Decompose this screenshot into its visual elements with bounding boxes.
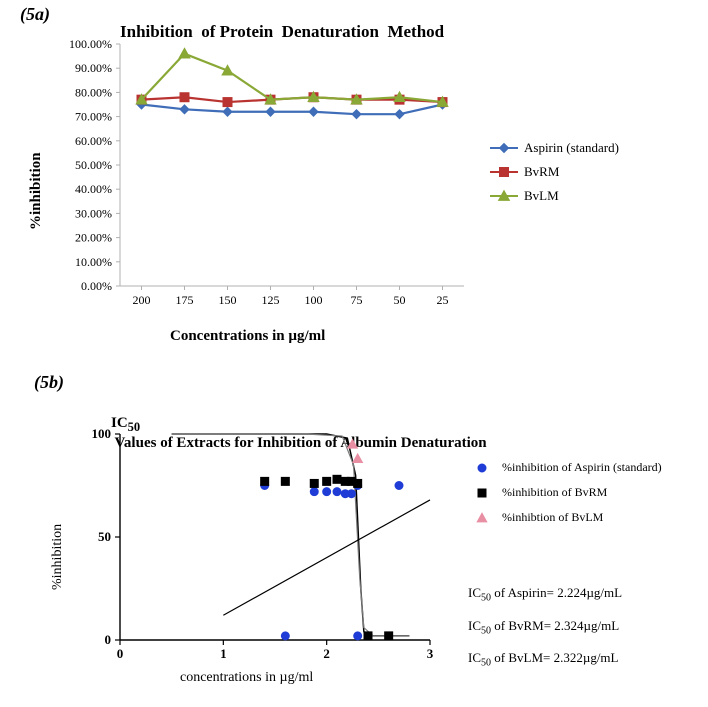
chart-5a: 0.00% 10.00% 20.00% 30.00% 40.00% 50.00% 60.00… <box>64 30 474 330</box>
svg-text:70.00%: 70.00% <box>75 110 112 124</box>
svg-text:100.00%: 100.00% <box>69 37 112 51</box>
legend-item: BvRM <box>490 164 619 180</box>
svg-text:0: 0 <box>105 632 112 647</box>
chart-5a-legend: Aspirin (standard) BvRM BvLM <box>490 140 619 204</box>
panel-5a-label: (5a) <box>20 4 50 25</box>
svg-text:50.00%: 50.00% <box>75 158 112 172</box>
ic50-value: IC50 of BvRM= 2.324µg/mL <box>468 618 622 637</box>
legend-item: %inhibtion of BvLM <box>468 510 662 525</box>
legend-swatch <box>468 486 496 500</box>
legend-item: BvLM <box>490 188 619 204</box>
ic50-value: IC50 of BvLM= 2.322µg/mL <box>468 650 622 669</box>
legend-item: Aspirin (standard) <box>490 140 619 156</box>
legend-label: BvLM <box>524 188 559 204</box>
svg-text:0.00%: 0.00% <box>81 279 112 293</box>
legend-swatch <box>490 165 518 179</box>
svg-text:0: 0 <box>117 646 124 661</box>
panel-5b-label: (5b) <box>34 372 64 393</box>
legend-swatch <box>468 461 496 475</box>
chart-5b-y-label: %inhibition <box>50 524 66 590</box>
svg-text:200: 200 <box>133 293 151 307</box>
svg-text:30.00%: 30.00% <box>75 206 112 220</box>
legend-label: Aspirin (standard) <box>524 140 619 156</box>
legend-label: %inhibtion of BvLM <box>502 510 603 525</box>
svg-text:90.00%: 90.00% <box>75 61 112 75</box>
svg-text:50: 50 <box>394 293 406 307</box>
svg-text:100: 100 <box>92 426 112 441</box>
chart-5a-x-label: Concentrations in µg/ml <box>170 328 325 345</box>
svg-text:150: 150 <box>219 293 237 307</box>
chart-5b-x-label: concentrations in µg/ml <box>180 670 313 686</box>
legend-item: %inhibition of Aspirin (standard) <box>468 460 662 475</box>
svg-text:20.00%: 20.00% <box>75 231 112 245</box>
legend-label: BvRM <box>524 164 559 180</box>
chart-5b-legend: %inhibition of Aspirin (standard) %inhibi… <box>468 460 662 525</box>
svg-text:25: 25 <box>437 293 449 307</box>
chart-5b: 0 50 100 0 1 2 3 <box>70 420 450 680</box>
svg-text:100: 100 <box>305 293 323 307</box>
legend-label: %inhibition of BvRM <box>502 485 607 500</box>
svg-text:60.00%: 60.00% <box>75 134 112 148</box>
svg-text:3: 3 <box>427 646 434 661</box>
figure-page: (5a) Inhibition of Protein Denaturation … <box>0 0 708 707</box>
legend-swatch <box>490 141 518 155</box>
ic50-values: IC50 of Aspirin= 2.224µg/mL IC50 of BvRM=… <box>468 585 622 669</box>
legend-item: %inhibition of BvRM <box>468 485 662 500</box>
legend-label: %inhibition of Aspirin (standard) <box>502 460 662 475</box>
svg-text:80.00%: 80.00% <box>75 85 112 99</box>
svg-text:75: 75 <box>351 293 363 307</box>
svg-text:175: 175 <box>176 293 194 307</box>
chart-5a-y-label: %inhibition <box>28 152 45 230</box>
svg-text:1: 1 <box>220 646 227 661</box>
svg-text:40.00%: 40.00% <box>75 182 112 196</box>
svg-text:50: 50 <box>98 529 111 544</box>
svg-text:10.00%: 10.00% <box>75 255 112 269</box>
legend-swatch <box>468 511 496 525</box>
legend-swatch <box>490 189 518 203</box>
ic50-value: IC50 of Aspirin= 2.224µg/mL <box>468 585 622 604</box>
svg-text:2: 2 <box>323 646 330 661</box>
svg-text:125: 125 <box>262 293 280 307</box>
